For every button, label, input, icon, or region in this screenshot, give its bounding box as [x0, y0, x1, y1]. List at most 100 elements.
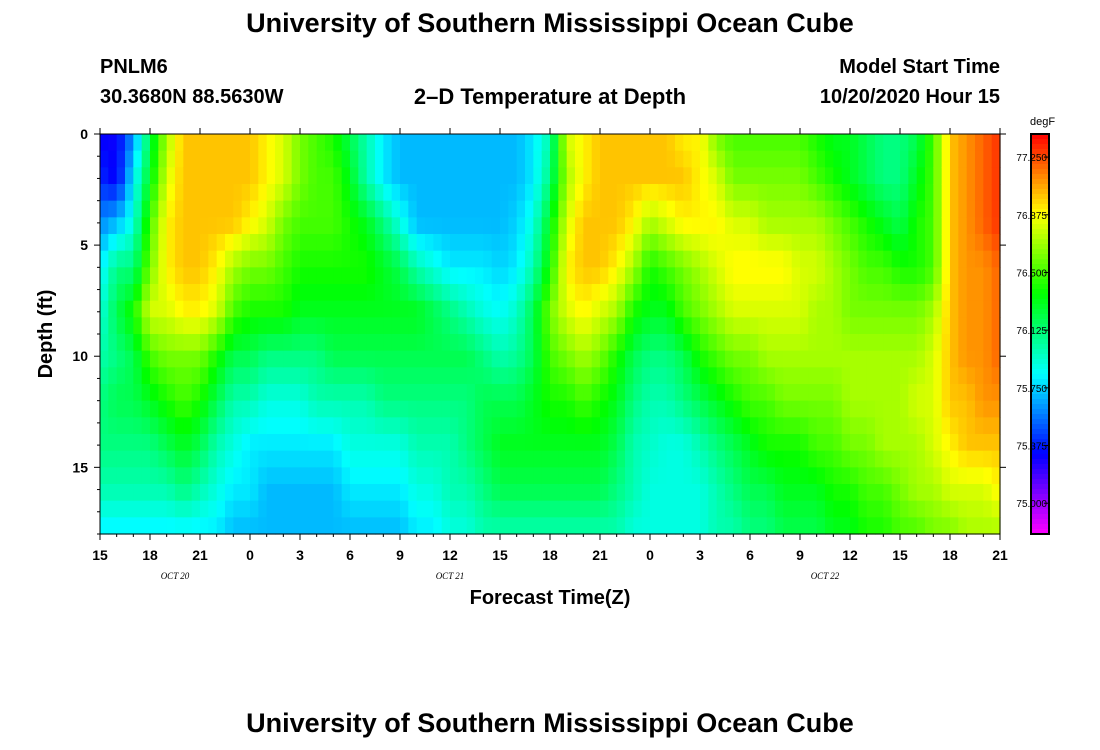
heatmap-cell	[916, 400, 926, 418]
heatmap-cell	[783, 300, 793, 318]
heatmap-cell	[958, 200, 968, 218]
heatmap-cell	[383, 334, 393, 352]
heatmap-cell	[308, 184, 318, 202]
heatmap-cell	[941, 400, 951, 418]
heatmap-cell	[683, 300, 693, 318]
heatmap-cell	[425, 184, 434, 202]
heatmap-cell	[883, 167, 893, 185]
heatmap-cell	[858, 217, 868, 235]
heatmap-cell	[158, 167, 168, 185]
heatmap-cell	[591, 434, 601, 452]
heatmap-cell	[708, 384, 718, 402]
heatmap-cell	[875, 250, 884, 268]
heatmap-cell	[575, 184, 584, 202]
heatmap-cell	[291, 200, 301, 218]
heatmap-cell	[866, 317, 876, 335]
heatmap-cell	[383, 500, 393, 518]
heatmap-cell	[308, 217, 318, 235]
heatmap-cell	[125, 350, 134, 368]
heatmap-cell	[491, 234, 501, 252]
heatmap-cell	[266, 200, 276, 218]
colorbar-segment	[1031, 224, 1049, 230]
colorbar-segment	[1031, 474, 1049, 480]
heatmap-cell	[558, 517, 568, 535]
heatmap-cell	[441, 434, 451, 452]
heatmap-cell	[283, 367, 293, 385]
heatmap-cell	[675, 184, 684, 202]
heatmap-cell	[258, 217, 268, 235]
heatmap-cell	[475, 317, 484, 335]
heatmap-cell	[950, 517, 959, 535]
heatmap-cell	[950, 434, 959, 452]
heatmap-cell	[125, 434, 134, 452]
heatmap-cell	[258, 417, 268, 435]
heatmap-cell	[158, 467, 168, 485]
heatmap-cell	[691, 367, 701, 385]
heatmap-cell	[675, 500, 684, 518]
heatmap-cell	[441, 217, 451, 235]
heatmap-cell	[525, 250, 534, 268]
heatmap-cell	[491, 300, 501, 318]
heatmap-cell	[341, 150, 351, 168]
heatmap-cell	[750, 184, 759, 202]
heatmap-cell	[941, 500, 951, 518]
heatmap-cell	[725, 167, 734, 185]
heatmap-cell	[275, 317, 284, 335]
heatmap-cell	[291, 400, 301, 418]
heatmap-cell	[733, 167, 743, 185]
heatmap-cell	[391, 367, 401, 385]
heatmap-cell	[941, 434, 951, 452]
heatmap-cell	[233, 450, 243, 468]
heatmap-cell	[650, 284, 659, 302]
heatmap-cell	[333, 234, 343, 252]
heatmap-cell	[866, 517, 876, 535]
heatmap-cell	[133, 317, 143, 335]
heatmap-cell	[100, 300, 109, 318]
heatmap-cell	[366, 484, 376, 502]
y-tick-label: 5	[80, 237, 88, 253]
heatmap-cell	[358, 450, 368, 468]
heatmap-cell	[750, 217, 759, 235]
heatmap-cell	[508, 200, 518, 218]
heatmap-cell	[158, 300, 168, 318]
heatmap-cell	[875, 217, 884, 235]
heatmap-cell	[191, 284, 201, 302]
colorbar-tick-label: 77.250	[1016, 153, 1047, 164]
heatmap-cell	[325, 434, 334, 452]
heatmap-cell	[916, 167, 926, 185]
heatmap-cell	[658, 417, 668, 435]
heatmap-cell	[508, 400, 518, 418]
heatmap-cell	[658, 350, 668, 368]
heatmap-cell	[525, 284, 534, 302]
heatmap-cell	[933, 400, 943, 418]
heatmap-cell	[425, 300, 434, 318]
heatmap-cell	[883, 334, 893, 352]
colorbar-segment	[1031, 214, 1049, 220]
heatmap-cell	[433, 367, 443, 385]
heatmap-cell	[958, 217, 968, 235]
heatmap-cell	[425, 200, 434, 218]
heatmap-cell	[291, 434, 301, 452]
heatmap-cell	[966, 317, 976, 335]
heatmap-cell	[941, 450, 951, 468]
heatmap-cell	[375, 384, 384, 402]
heatmap-cell	[133, 134, 143, 152]
heatmap-cell	[191, 300, 201, 318]
heatmap-cell	[866, 367, 876, 385]
heatmap-cell	[433, 384, 443, 402]
heatmap-cell	[891, 184, 901, 202]
heatmap-cell	[591, 317, 601, 335]
heatmap-cell	[525, 467, 534, 485]
colorbar-frame	[1030, 133, 1050, 535]
x-date-label: OCT 22	[811, 571, 840, 581]
heatmap-cell	[941, 184, 951, 202]
heatmap-cell	[616, 484, 626, 502]
heatmap-cell	[241, 134, 251, 152]
heatmap-cell	[150, 234, 159, 252]
heatmap-cell	[733, 300, 743, 318]
colorbar-segment	[1031, 189, 1049, 195]
heatmap-cell	[800, 184, 809, 202]
heatmap-cell	[266, 267, 276, 285]
heatmap-cell	[608, 400, 618, 418]
heatmap-cell	[391, 200, 401, 218]
